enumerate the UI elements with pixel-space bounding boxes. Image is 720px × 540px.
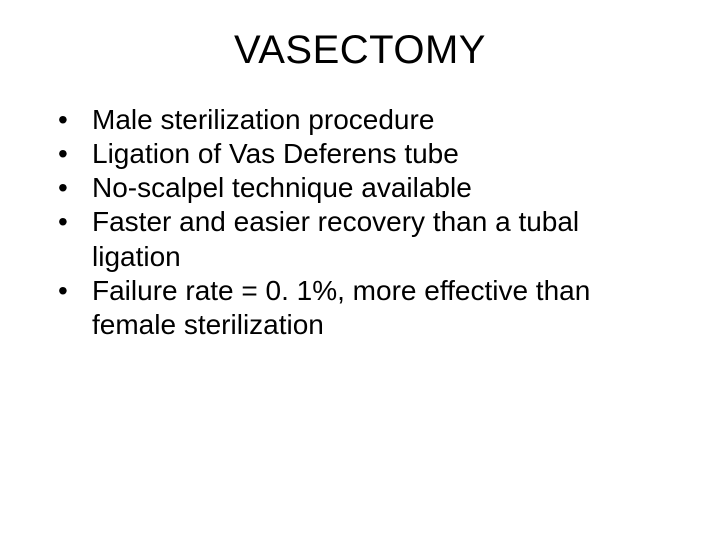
bullet-list: Male sterilization procedure Ligation of… xyxy=(52,103,660,342)
slide: VASECTOMY Male sterilization procedure L… xyxy=(0,0,720,540)
list-item: No-scalpel technique available xyxy=(52,171,660,205)
list-item: Ligation of Vas Deferens tube xyxy=(52,137,660,171)
list-item: Faster and easier recovery than a tubal … xyxy=(52,205,660,273)
slide-title: VASECTOMY xyxy=(0,0,720,103)
list-item: Male sterilization procedure xyxy=(52,103,660,137)
slide-body: Male sterilization procedure Ligation of… xyxy=(0,103,720,342)
list-item: Failure rate = 0. 1%, more effective tha… xyxy=(52,274,660,342)
